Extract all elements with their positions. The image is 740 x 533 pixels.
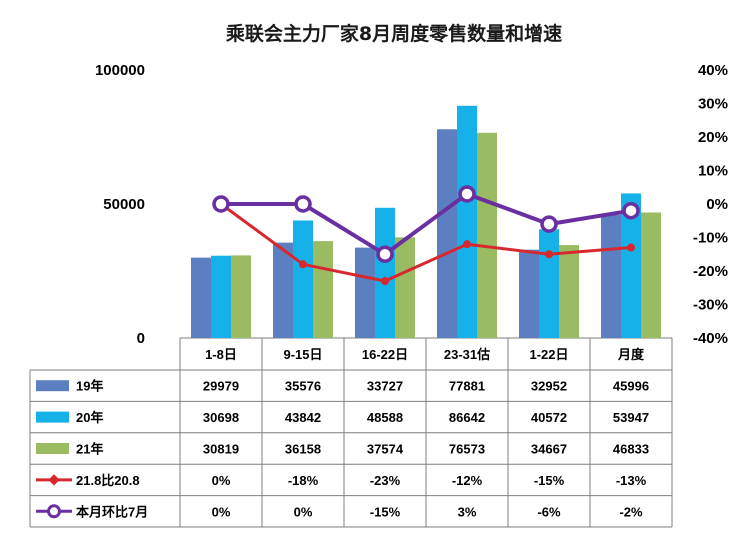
point-21.8比20.8-9-15日 bbox=[299, 260, 307, 269]
y-right-tick-label: 0% bbox=[706, 196, 728, 213]
series-name: 21.8比20.8 bbox=[76, 473, 140, 488]
category-label: 23-31估 bbox=[444, 347, 490, 362]
data-label: 77881 bbox=[449, 379, 485, 394]
bar-21年-16-22日 bbox=[395, 237, 415, 338]
point-本月环比7月-1-22日 bbox=[540, 215, 558, 233]
data-label: 34667 bbox=[531, 442, 567, 457]
data-label: -13% bbox=[616, 473, 647, 488]
data-label: 45996 bbox=[613, 379, 649, 394]
data-label: 0% bbox=[212, 504, 231, 519]
line-21.8比20.8 bbox=[220, 202, 632, 283]
data-label: -12% bbox=[452, 473, 483, 488]
point-本月环比7月-23-31估 bbox=[458, 185, 476, 203]
y-right-tick-label: -10% bbox=[693, 230, 728, 247]
y-left-tick-label: 50000 bbox=[103, 196, 145, 213]
category-label: 16-22日 bbox=[362, 347, 408, 362]
series-name: 19年 bbox=[76, 379, 103, 394]
bar-21年-月度 bbox=[641, 212, 661, 338]
data-label: -23% bbox=[370, 473, 401, 488]
y-left-tick-label: 100000 bbox=[95, 62, 145, 79]
series-name: 本月环比7月 bbox=[76, 504, 148, 519]
point-本月环比7月-9-15日 bbox=[294, 195, 312, 213]
series-name: 21年 bbox=[76, 442, 103, 457]
data-label: 32952 bbox=[531, 379, 567, 394]
bar-21年-9-15日 bbox=[313, 241, 333, 338]
bar-20年-1-22日 bbox=[539, 229, 559, 338]
legend-key-19年 bbox=[36, 380, 69, 392]
data-label: 40572 bbox=[531, 410, 567, 425]
data-label: -15% bbox=[534, 473, 565, 488]
y-right-tick-label: -30% bbox=[693, 297, 728, 314]
data-label: 3% bbox=[458, 504, 477, 519]
data-label: 35576 bbox=[285, 379, 321, 394]
data-label: 0% bbox=[294, 504, 313, 519]
category-label: 1-22日 bbox=[529, 347, 568, 362]
legend-key-marker bbox=[47, 504, 61, 519]
category-label: 1-8日 bbox=[205, 347, 237, 362]
bar-20年-16-22日 bbox=[375, 207, 395, 338]
data-label: -15% bbox=[370, 504, 401, 519]
point-本月环比7月-月度 bbox=[622, 201, 640, 220]
data-label: 76573 bbox=[449, 442, 485, 457]
bar-21年-1-22日 bbox=[559, 245, 579, 338]
data-label: 30698 bbox=[203, 410, 239, 425]
point-21.8比20.8-月度 bbox=[627, 243, 635, 252]
y-right-tick-label: 10% bbox=[698, 163, 728, 180]
bar-21年-23-31估 bbox=[477, 132, 497, 338]
data-label: 86642 bbox=[449, 410, 485, 425]
data-label: 43842 bbox=[285, 410, 321, 425]
data-label: 36158 bbox=[285, 442, 321, 457]
point-21.8比20.8-23-31估 bbox=[463, 240, 471, 249]
data-label: 33727 bbox=[367, 379, 403, 394]
line-本月环比7月 bbox=[221, 191, 632, 257]
bar-20年-9-15日 bbox=[293, 220, 313, 338]
data-label: 53947 bbox=[613, 410, 649, 425]
y-right-tick-label: -40% bbox=[693, 330, 728, 347]
data-label: 0% bbox=[212, 473, 231, 488]
chart-title: 乘联会主力厂家8月周度零售数量和增速 bbox=[225, 22, 562, 45]
y-right-tick-label: 40% bbox=[698, 62, 728, 79]
data-label: -2% bbox=[619, 504, 643, 519]
bar-20年-月度 bbox=[621, 193, 641, 338]
y-right-tick-label: 20% bbox=[698, 129, 728, 146]
bar-20年-23-31估 bbox=[457, 105, 477, 338]
y-right-tick-label: 30% bbox=[698, 96, 728, 113]
point-21.8比20.8-1-22日 bbox=[545, 250, 553, 259]
point-21.8比20.8-16-22日 bbox=[381, 277, 389, 286]
bar-19年-月度 bbox=[601, 214, 621, 338]
data-label: -6% bbox=[537, 504, 561, 519]
data-label: 29979 bbox=[203, 379, 239, 394]
legend-key-20年 bbox=[36, 411, 69, 423]
bar-20年-1-8日 bbox=[211, 255, 231, 338]
bar-19年-1-22日 bbox=[519, 249, 539, 338]
data-label: 48588 bbox=[367, 410, 403, 425]
data-label: 46833 bbox=[613, 442, 649, 457]
bar-19年-16-22日 bbox=[355, 247, 375, 338]
bar-19年-1-8日 bbox=[191, 257, 211, 338]
bar-21年-1-8日 bbox=[231, 255, 251, 338]
point-本月环比7月-16-22日 bbox=[376, 245, 394, 263]
data-label: 30819 bbox=[203, 442, 239, 457]
data-label: -18% bbox=[288, 473, 319, 488]
legend-key-21年 bbox=[36, 443, 69, 454]
data-label: 37574 bbox=[367, 442, 404, 457]
legend-key-marker bbox=[48, 474, 60, 486]
bar-19年-23-31估 bbox=[437, 129, 457, 338]
point-本月环比7月-1-8日 bbox=[212, 195, 230, 213]
y-right-tick-label: -20% bbox=[693, 263, 728, 280]
y-left-tick-label: 0 bbox=[137, 330, 145, 347]
category-label: 9-15日 bbox=[283, 347, 322, 362]
bar-19年-9-15日 bbox=[273, 242, 293, 338]
series-name: 20年 bbox=[76, 410, 103, 425]
category-label: 月度 bbox=[617, 347, 645, 362]
